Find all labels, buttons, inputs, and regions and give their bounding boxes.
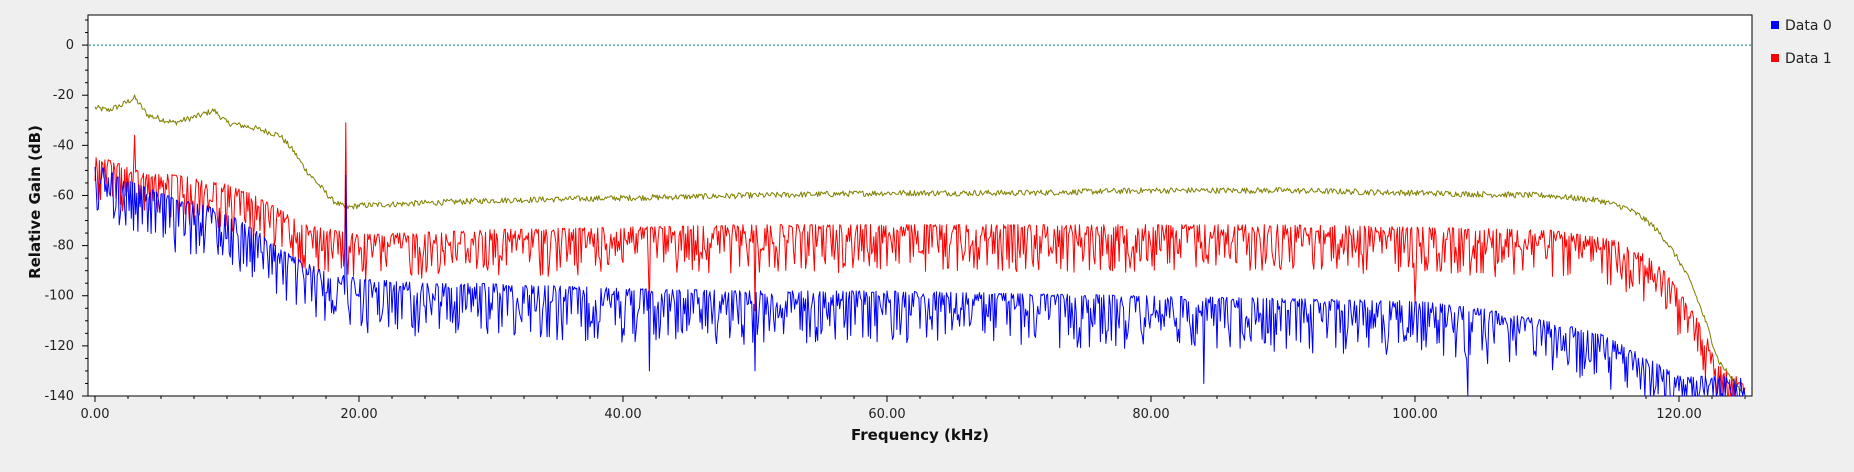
x-tick-label: 20.00 — [340, 407, 377, 422]
series-group — [94, 94, 1746, 397]
x-axis: 0.00 20.00 40.00 60.00 80.00 100.00 120.00 — [81, 396, 1746, 422]
y-tick-label: -120 — [44, 339, 74, 354]
y-tick-label: -60 — [53, 188, 74, 203]
series-data-1 — [94, 122, 1746, 397]
y-tick-label: -80 — [53, 239, 74, 254]
legend-swatch-data-1 — [1771, 54, 1779, 62]
y-tick-label: -40 — [53, 138, 74, 153]
x-tick-label: 120.00 — [1656, 407, 1702, 422]
y-axis-title: Relative Gain (dB) — [26, 125, 44, 279]
x-tick-label: 40.00 — [604, 407, 641, 422]
y-axis: 0 -20 -40 -60 -80 -100 -120 -140 — [44, 19, 88, 404]
x-tick-label: 80.00 — [1132, 407, 1169, 422]
x-tick-label: 0.00 — [81, 407, 110, 422]
series-data-2 — [94, 94, 1745, 397]
series-data-0 — [94, 166, 1746, 397]
y-tick-label: 0 — [66, 38, 74, 53]
x-tick-label: 100.00 — [1392, 407, 1438, 422]
y-tick-label: -100 — [44, 289, 74, 304]
y-tick-label: -140 — [44, 389, 74, 404]
plot-area[interactable] — [87, 14, 1753, 397]
y-tick-label: -20 — [53, 88, 74, 103]
x-tick-label: 60.00 — [868, 407, 905, 422]
legend-label-data-1: Data 1 — [1785, 51, 1832, 67]
x-axis-title: Frequency (kHz) — [851, 426, 989, 444]
legend: Data 0 Data 1 — [1771, 18, 1832, 67]
legend-swatch-data-0 — [1771, 21, 1779, 29]
legend-label-data-0: Data 0 — [1785, 18, 1832, 34]
